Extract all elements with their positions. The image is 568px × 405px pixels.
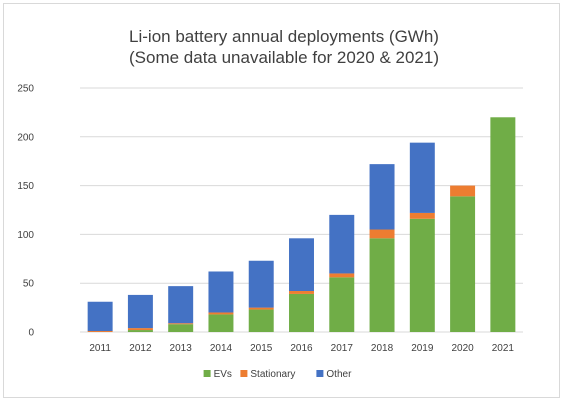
legend-label-evs: EVs	[214, 369, 232, 380]
bar-other-2017	[329, 214, 355, 274]
bar-stationary-2013	[168, 323, 194, 325]
x-tick-label: 2017	[331, 343, 354, 354]
bar-evs-2012	[127, 330, 153, 332]
bar-other-2019	[409, 142, 435, 213]
legend-label-other: Other	[326, 369, 352, 380]
legend-label-stationary: Stationary	[250, 369, 295, 380]
x-tick-label: 2015	[250, 343, 273, 354]
bar-evs-2013	[168, 324, 194, 332]
x-tick-label: 2016	[290, 343, 313, 354]
x-tick-label: 2020	[451, 343, 474, 354]
bar-evs-2021	[490, 117, 516, 332]
bar-evs-2020	[450, 196, 476, 332]
bar-stationary-2019	[409, 212, 435, 219]
bar-stationary-2015	[248, 307, 274, 310]
bar-stationary-2011	[87, 331, 113, 332]
bar-other-2012	[127, 294, 153, 329]
legend: EVs Stationary Other	[203, 369, 352, 380]
bar-stationary-2014	[208, 312, 234, 315]
bar-evs-2018	[369, 238, 395, 332]
y-tick-label: 0	[28, 328, 34, 339]
bar-other-2015	[248, 260, 274, 308]
bar-stationary-2012	[127, 328, 153, 331]
bar-stationary-2017	[329, 273, 355, 278]
bars	[87, 117, 516, 332]
bar-other-2014	[208, 271, 234, 313]
x-tick-label: 2012	[129, 343, 152, 354]
bar-evs-2017	[329, 277, 355, 332]
bar-other-2011	[87, 301, 113, 332]
x-axis-ticks: 2011 2012 2013 2014 2015 2016 2017 2018 2019 2020…	[89, 343, 514, 354]
legend-swatch-stationary	[240, 370, 248, 377]
x-tick-label: 2014	[210, 343, 233, 354]
bar-stationary-2016	[289, 291, 314, 294]
bar-other-2016	[289, 238, 314, 292]
bar-other-2013	[168, 286, 194, 324]
y-tick-label: 150	[17, 181, 34, 192]
y-axis-ticks: 0 50 100 150 200 250	[17, 84, 34, 339]
bar-evs-2014	[208, 314, 234, 332]
y-tick-label: 50	[23, 279, 35, 290]
x-tick-label: 2013	[170, 343, 193, 354]
y-tick-label: 250	[17, 84, 34, 95]
bar-stationary-2018	[369, 229, 395, 239]
y-tick-label: 100	[17, 230, 34, 241]
x-tick-label: 2021	[492, 343, 515, 354]
chart-subtitle: (Some data unavailable for 2020 & 2021)	[129, 48, 439, 67]
bar-evs-2019	[409, 218, 435, 332]
y-tick-label: 200	[17, 132, 34, 143]
legend-swatch-other	[316, 370, 324, 377]
bar-stationary-2020	[450, 185, 476, 197]
bar-other-2018	[369, 164, 395, 230]
legend-swatch-evs	[203, 370, 211, 377]
bar-evs-2016	[289, 293, 314, 332]
x-tick-label: 2019	[411, 343, 434, 354]
x-tick-label: 2018	[371, 343, 394, 354]
chart-title: Li-ion battery annual deployments (GWh)	[129, 27, 439, 46]
gridlines	[80, 87, 523, 333]
x-tick-label: 2011	[89, 343, 111, 354]
bar-evs-2015	[248, 309, 274, 332]
